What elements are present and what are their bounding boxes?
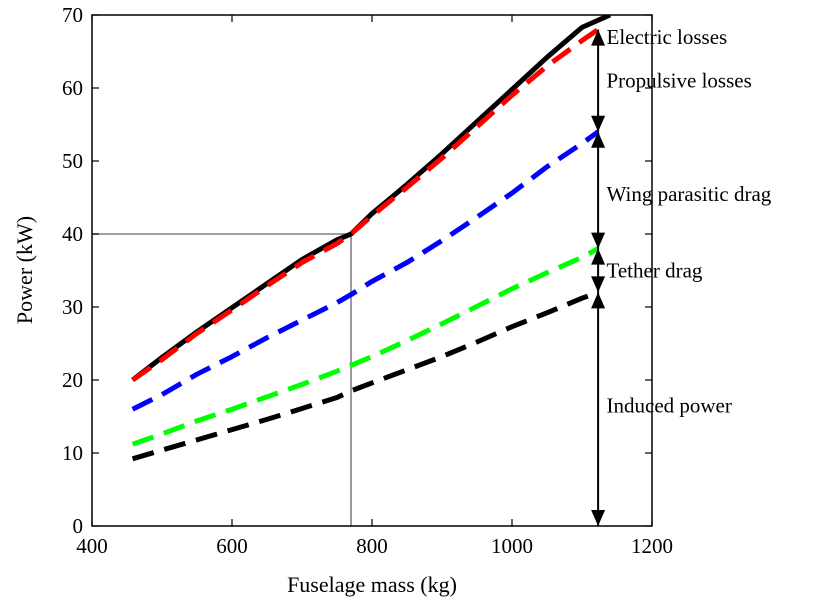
arrow-head	[591, 276, 606, 293]
plot-frame	[91, 14, 653, 527]
x-axis-title: Fuselage mass (kg)	[287, 572, 457, 597]
y-tick-label: 10	[62, 441, 83, 465]
x-tick-label: 600	[216, 534, 248, 558]
ticks-layer: 400 600 800 1000 1200 0 10 20 30 40 50 60 70	[62, 3, 673, 558]
annotation-label: Induced power	[607, 394, 732, 418]
series-line-1	[131, 15, 612, 382]
x-tick-label: 1200	[631, 534, 673, 558]
arrow-head	[591, 29, 606, 46]
annotation-label: Propulsive losses	[607, 69, 752, 93]
y-tick-label: 60	[62, 76, 83, 100]
y-tick-label: 0	[73, 514, 84, 538]
y-tick-label: 40	[62, 222, 83, 246]
annotations-layer: Electric losses Propulsive losses Wing par…	[607, 25, 772, 418]
annotation-label: Wing parasitic drag	[607, 182, 772, 206]
arrow-head	[591, 131, 606, 148]
y-tick-label: 30	[62, 295, 83, 319]
series-line-4	[131, 246, 600, 447]
arrow-head	[591, 232, 606, 249]
arrow-head	[591, 115, 606, 132]
y-tick-label: 50	[62, 149, 83, 173]
series-line-5	[131, 290, 599, 462]
arrow-head	[591, 248, 606, 265]
x-tick-label: 400	[76, 534, 108, 558]
y-tick-label: 20	[62, 368, 83, 392]
x-tick-label: 800	[356, 534, 388, 558]
series-line-3	[131, 129, 600, 412]
x-tick-label: 1000	[491, 534, 533, 558]
dimension-arrows-layer	[591, 29, 606, 526]
series-line-2	[131, 27, 600, 383]
reference-lines-layer	[92, 233, 352, 526]
annotation-label: Tether drag	[607, 259, 703, 283]
annotation-label: Electric losses	[607, 25, 728, 49]
y-tick-label: 70	[62, 3, 83, 27]
arrow-head	[591, 510, 606, 526]
series-layer	[131, 15, 612, 462]
arrow-head	[591, 292, 606, 309]
y-axis-title: Power (kW)	[12, 216, 37, 324]
